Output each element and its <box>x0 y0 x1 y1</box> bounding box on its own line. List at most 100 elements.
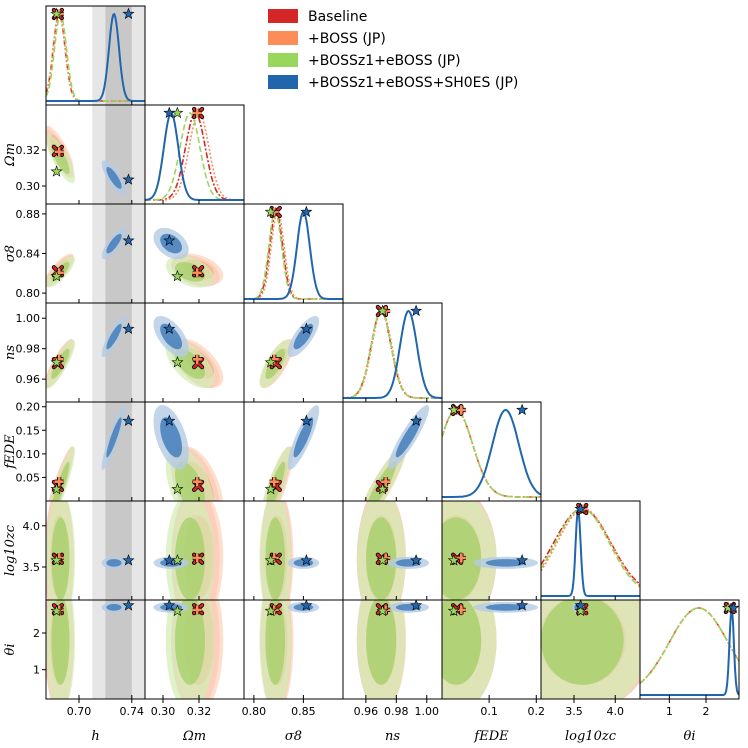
best-fit-marker-2-logzc-h <box>50 554 63 566</box>
h0es-band-1sigma <box>105 501 132 600</box>
h0es-band-panel-3 <box>92 303 145 402</box>
y-axis-label-s8: σ8 <box>3 245 18 262</box>
legend-label-bossz1-eboss: +BOSSz1+eBOSS (JP) <box>308 53 461 69</box>
contour-fills-layer <box>46 125 640 699</box>
best-fit-marker-3-fEDE-Om <box>163 414 176 426</box>
legend: Baseline +BOSS (JP) +BOSSz1+eBOSS (JP) +… <box>268 9 518 91</box>
x-tick-label-Om: 0.30 <box>151 705 176 718</box>
best-fit-marker-2-theta-logzc <box>574 604 587 617</box>
x-tick-label-logzc: 4.0 <box>607 705 625 718</box>
marginal-curve-2 <box>640 607 739 684</box>
x-axis-label-theta: θi <box>684 729 696 744</box>
best-fit-marker-3-fEDE-h <box>122 414 135 426</box>
marginal-panel-s8 <box>244 210 343 300</box>
marginal-curve-3 <box>145 111 244 201</box>
marginal-curve-1 <box>244 210 343 300</box>
h0es-bands-layer <box>92 6 145 699</box>
x-tick-label-ns: 0.96 <box>354 705 379 718</box>
marginal-panel-logzc <box>541 508 640 597</box>
x-axis-label-Om: Ωm <box>182 729 206 744</box>
best-fit-marker-2-theta-fEDE <box>447 604 460 617</box>
x-tick-label-h: 0.74 <box>120 705 145 718</box>
best-fit-marker-2-fEDE-fEDE <box>447 403 460 416</box>
x-tick-label-theta: 2 <box>703 705 710 718</box>
best-fit-marker-1-s8-Om <box>192 268 202 278</box>
panel-frame-logzc-s8 <box>243 500 344 601</box>
ticks-layer: 0.70 0.74 0.30 0.32 0.80 0.85 0.96 0.98 1.00 0.1 0… <box>16 101 710 718</box>
best-fit-marker-3-logzc-logzc <box>574 502 587 515</box>
x-axis-label-s8: σ8 <box>285 729 302 744</box>
y-axis-label-logzc: log10zc <box>3 524 18 576</box>
y-tick-label-Om: 0.32 <box>16 144 41 157</box>
best-fit-marker-1-theta-Om <box>192 605 202 615</box>
best-fit-marker-1-logzc-Om <box>192 553 202 563</box>
contour-panel-theta-vs-s8 <box>259 600 320 699</box>
marginal-panel-Om <box>145 111 244 201</box>
best-fit-marker-2-h-h <box>50 7 63 20</box>
legend-label-boss: +BOSS (JP) <box>308 31 386 47</box>
contour-panel-s8-vs-Om <box>153 227 224 288</box>
best-fit-marker-3-s8-s8 <box>300 205 313 218</box>
best-fit-marker-2-theta-h <box>50 604 63 617</box>
y-tick-label-ns: 0.96 <box>16 373 41 386</box>
best-fit-marker-2-Om-h <box>50 165 63 177</box>
marginal-curve-0 <box>145 112 244 201</box>
contour-1sigma-2 <box>265 600 285 685</box>
best-fit-marker-3-theta-fEDE <box>516 599 529 611</box>
x-tick-label-h: 0.70 <box>67 705 92 718</box>
contour-1sigma-3 <box>485 604 526 611</box>
marginal-panel-h <box>46 12 145 102</box>
best-fit-marker-2-logzc-fEDE <box>447 554 460 566</box>
legend-label-baseline: Baseline <box>308 9 367 25</box>
best-fit-marker-1-fEDE-Om <box>192 477 202 487</box>
contour-1sigma-3 <box>106 559 122 567</box>
best-fit-marker-2-ns-h <box>50 356 63 368</box>
marginal-curve-0 <box>640 607 739 684</box>
best-fit-marker-3-fEDE-fEDE <box>516 403 529 416</box>
legend-swatch-bossz1-eboss <box>268 53 298 67</box>
best-fit-marker-2-s8-Om <box>171 269 184 282</box>
marginal-curve-2 <box>343 310 442 399</box>
marginal-curve-2 <box>541 508 640 588</box>
best-fit-marker-2-s8-s8 <box>264 205 277 218</box>
marginal-curve-0 <box>442 409 541 498</box>
axis-labels-layer: h Ωm σ8 ns fEDE log10zc θi Ωm σ8 ns fEDE log10zc θi <box>3 143 695 744</box>
y-tick-label-Om: 0.30 <box>16 180 41 193</box>
contour-1sigma-2 <box>175 461 205 501</box>
x-axis-label-logzc: log10zc <box>565 729 617 744</box>
best-fit-marker-2-fEDE-s8 <box>264 482 277 495</box>
x-tick-label-ns: 0.98 <box>384 705 409 718</box>
y-tick-label-fEDE: 0.15 <box>16 424 41 437</box>
panel-frame-theta-s8 <box>243 599 344 700</box>
y-tick-label-ns: 0.98 <box>16 343 41 356</box>
contour-1sigma-3 <box>293 417 314 458</box>
best-fit-markers-layer <box>50 7 740 617</box>
best-fit-marker-2-fEDE-Om <box>171 482 184 495</box>
panel-frames-layer <box>45 5 740 700</box>
panel-frame-theta-theta <box>639 599 740 700</box>
best-fit-marker-2-ns-ns <box>376 304 389 317</box>
best-fit-marker-3-ns-h <box>122 322 135 334</box>
y-tick-label-fEDE: 0.05 <box>16 471 41 484</box>
contour-1sigma-3 <box>106 233 122 254</box>
best-fit-marker-3-logzc-ns <box>410 554 423 566</box>
contour-1sigma-2 <box>541 600 624 685</box>
marginal-curve-3 <box>442 408 541 498</box>
marginal-curve-1 <box>640 607 739 684</box>
legend-swatch-boss <box>268 31 298 45</box>
best-fit-marker-1-ns-Om <box>192 354 202 364</box>
contour-1sigma-2 <box>366 600 397 685</box>
best-fit-marker-3-logzc-fEDE <box>516 554 529 566</box>
best-fit-marker-2-fEDE-ns <box>376 482 389 495</box>
best-fit-marker-3-h-h <box>122 7 135 20</box>
best-fit-marker-3-fEDE-s8 <box>300 414 313 426</box>
contour-1sigma-3 <box>106 604 122 611</box>
x-tick-label-theta: 1 <box>666 705 673 718</box>
legend-swatch-bossz1-eboss-sh0es <box>268 75 298 89</box>
best-fit-marker-2-theta-ns <box>376 604 389 617</box>
marginal-panel-theta <box>640 606 739 696</box>
best-fit-marker-3-fEDE-ns <box>410 414 423 426</box>
best-fit-marker-1-fEDE-ns <box>381 477 391 487</box>
best-fit-marker-2-s8-h <box>50 269 63 282</box>
contour-panel-theta-vs-ns <box>356 600 429 699</box>
